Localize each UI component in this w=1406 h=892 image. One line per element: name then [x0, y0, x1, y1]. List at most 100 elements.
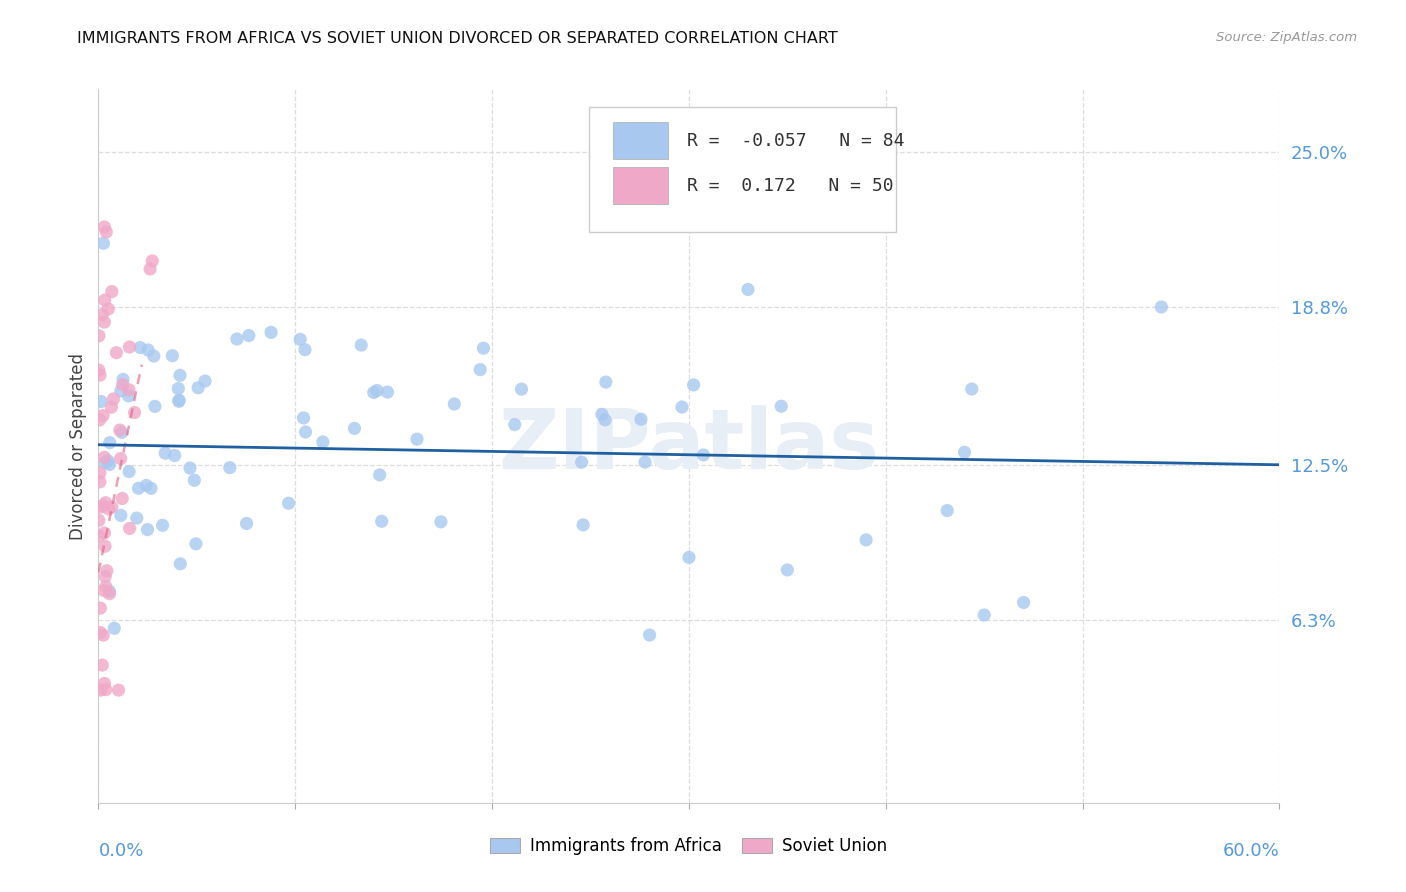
Point	[292, 411, 315, 425]
Point	[406, 432, 429, 446]
Point	[94, 580, 117, 594]
Point	[162, 349, 184, 363]
Point	[163, 449, 186, 463]
Point	[595, 375, 617, 389]
Point	[124, 405, 146, 419]
Point	[111, 491, 134, 506]
Point	[370, 514, 392, 528]
Point	[89, 475, 111, 489]
Point	[183, 473, 205, 487]
Point	[118, 521, 141, 535]
Point	[294, 425, 316, 439]
Point	[776, 563, 799, 577]
Point	[366, 384, 388, 398]
Point	[167, 394, 190, 409]
Point	[571, 455, 593, 469]
Point	[97, 502, 120, 516]
Point	[96, 564, 118, 578]
Point	[117, 389, 139, 403]
Point	[682, 378, 704, 392]
Point	[111, 425, 134, 440]
Point	[87, 529, 110, 543]
Point	[169, 557, 191, 571]
Point	[101, 500, 124, 514]
Point	[260, 326, 283, 340]
Point	[936, 503, 959, 517]
Point	[94, 496, 117, 510]
Point	[194, 374, 217, 388]
Point	[630, 412, 652, 426]
Point	[973, 607, 995, 622]
Point	[93, 219, 115, 234]
Point	[143, 400, 166, 414]
Point	[960, 382, 983, 396]
Point	[97, 454, 120, 468]
Point	[377, 385, 399, 400]
Point	[93, 236, 115, 251]
FancyBboxPatch shape	[613, 122, 668, 159]
Text: IMMIGRANTS FROM AFRICA VS SOVIET UNION DIVORCED OR SEPARATED CORRELATION CHART: IMMIGRANTS FROM AFRICA VS SOVIET UNION D…	[77, 31, 838, 46]
Point	[288, 332, 311, 346]
Point	[98, 587, 121, 601]
Point	[98, 458, 121, 472]
Point	[139, 481, 162, 495]
Point	[634, 455, 657, 469]
Point	[94, 539, 117, 553]
Point	[770, 399, 793, 413]
Point	[94, 569, 117, 583]
Point	[470, 362, 492, 376]
Point	[118, 465, 141, 479]
Point	[91, 628, 114, 642]
Text: R =  -0.057   N = 84: R = -0.057 N = 84	[686, 132, 904, 150]
Point	[1012, 595, 1035, 609]
Point	[111, 377, 134, 392]
Point	[167, 382, 190, 396]
Point	[98, 584, 121, 599]
Point	[97, 301, 120, 316]
Point	[226, 332, 249, 346]
Point	[503, 417, 526, 432]
Point	[89, 466, 111, 480]
Text: 60.0%: 60.0%	[1223, 842, 1279, 860]
Point	[103, 392, 125, 406]
Point	[93, 315, 115, 329]
Point	[118, 340, 141, 354]
Point	[118, 383, 141, 397]
Text: Source: ZipAtlas.com: Source: ZipAtlas.com	[1216, 31, 1357, 45]
Point	[93, 676, 115, 690]
Point	[98, 435, 121, 450]
Point	[94, 682, 117, 697]
Point	[90, 683, 112, 698]
Point	[103, 621, 125, 635]
Point	[572, 517, 595, 532]
Point	[89, 625, 111, 640]
Point	[91, 658, 114, 673]
Point	[139, 261, 162, 276]
Point	[591, 408, 613, 422]
Point	[187, 381, 209, 395]
Point	[89, 413, 111, 427]
Point	[110, 384, 132, 398]
Point	[593, 413, 616, 427]
Point	[87, 513, 110, 527]
Point	[350, 338, 373, 352]
Point	[91, 409, 114, 423]
Point	[108, 423, 131, 437]
Point	[107, 683, 129, 698]
Point	[89, 368, 111, 382]
Point	[155, 446, 177, 460]
Point	[91, 499, 114, 513]
Point	[678, 550, 700, 565]
Point	[105, 345, 128, 359]
Point	[91, 308, 114, 322]
Point	[89, 601, 111, 615]
Point	[218, 460, 240, 475]
Y-axis label: Divorced or Separated: Divorced or Separated	[69, 352, 87, 540]
Point	[110, 451, 132, 466]
Point	[100, 401, 122, 415]
Point	[129, 341, 152, 355]
Point	[430, 515, 453, 529]
Point	[169, 368, 191, 383]
Text: R =  0.172   N = 50: R = 0.172 N = 50	[686, 177, 893, 194]
Point	[94, 293, 117, 307]
